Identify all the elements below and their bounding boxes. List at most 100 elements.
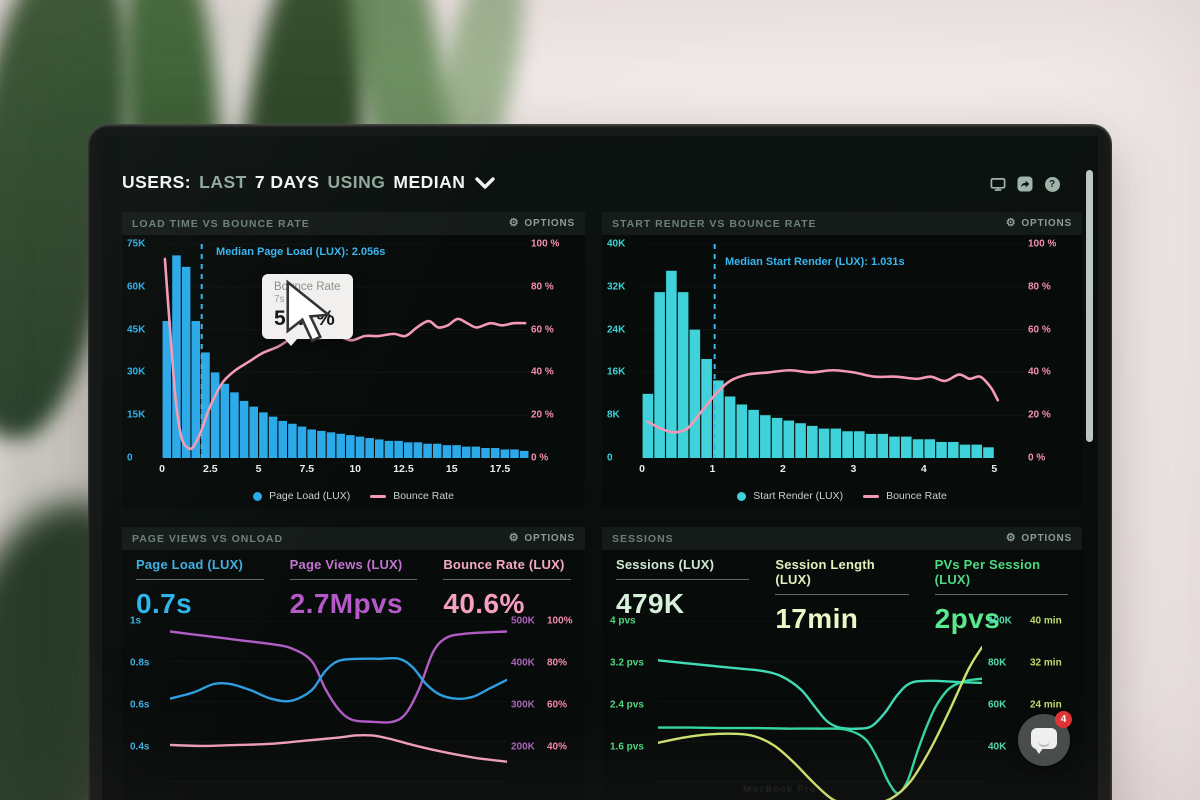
legend-label: Bounce Rate: [886, 490, 947, 502]
axis-tick-label: 80 %: [1028, 281, 1051, 293]
chat-widget-button[interactable]: 4: [1018, 711, 1072, 766]
gear-icon: ⚙: [508, 532, 520, 544]
options-button[interactable]: ⚙ OPTIONS: [509, 218, 575, 230]
title-segment: USERS:: [122, 172, 192, 192]
axis-tick-label: 0.8s: [130, 657, 150, 669]
options-button[interactable]: ⚙ OPTIONS: [508, 532, 575, 545]
y-axis-right-sessions: 100K 80K 60K 40K: [988, 616, 1026, 800]
axis-tick-label: 100 %: [531, 238, 560, 250]
title-segment: LAST: [199, 172, 247, 192]
axis-tick-label: 5: [991, 463, 998, 475]
metric-value: 17min: [775, 603, 859, 634]
axis-tick-label: 0.6s: [130, 699, 150, 711]
options-label: OPTIONS: [1021, 533, 1072, 544]
device-brand-label: MacBook Pro: [743, 784, 817, 795]
chart-plot-area[interactable]: [170, 621, 507, 800]
axis-tick-label: 45K: [127, 324, 146, 336]
metric-value: 2.7Mpvs: [289, 588, 403, 619]
axis-tick-label: 0 %: [531, 452, 549, 464]
panel-title: LOAD TIME VS BOUNCE RATE: [132, 217, 310, 230]
y-axis-right-views: 500K 400K 300K 200K: [511, 616, 545, 800]
chart-plot-area[interactable]: Median Start Render (LUX): 1.031s: [642, 244, 1026, 458]
panel-header: SESSIONS ⚙ OPTIONS: [602, 527, 1082, 550]
panel-title: PAGE VIEWS VS ONLOAD: [132, 532, 284, 545]
chart-plot-area[interactable]: Median Page Load (LUX): 2.056s Bounce Ra…: [162, 244, 529, 458]
options-label: OPTIONS: [524, 218, 575, 229]
metrics-row: Sessions (LUX) 479K Session Length (LUX) 17…: [616, 557, 1068, 635]
notification-badge: 4: [1055, 711, 1072, 728]
axis-tick-label: 2: [779, 463, 786, 475]
tooltip-x-value: 7s: [274, 294, 285, 305]
y-axis-left: 4 pvs 3.2 pvs 2.4 pvs 1.6 pvs: [610, 616, 656, 800]
axis-tick-label: 80 %: [531, 281, 554, 293]
axis-tick-label: 8K: [607, 409, 620, 421]
axis-tick-label: 7.5: [299, 463, 315, 475]
axis-tick-label: 75K: [127, 238, 146, 250]
axis-tick-label: 40K: [607, 238, 626, 250]
x-axis: 0 1 2 3 4 5: [639, 462, 1026, 476]
options-button[interactable]: ⚙ OPTIONS: [1006, 533, 1072, 545]
chart-plot-area[interactable]: [658, 621, 982, 800]
y-axis-left: 40K 32K 24K 16K 8K 0: [607, 239, 639, 464]
options-button[interactable]: ⚙ OPTIONS: [1006, 218, 1072, 230]
share-icon[interactable]: [1017, 176, 1033, 192]
median-annotation: Median Page Load (LUX): 2.056s: [216, 246, 386, 258]
axis-tick-label: 0: [639, 463, 645, 475]
axis-tick-label: 20 %: [1028, 409, 1051, 421]
help-icon[interactable]: ?: [1044, 176, 1060, 192]
options-label: OPTIONS: [1021, 218, 1072, 229]
axis-tick-label: 40%: [547, 741, 568, 753]
axis-tick-label: 80%: [547, 657, 568, 669]
axis-tick-label: 0 %: [1028, 452, 1046, 464]
axis-tick-label: 10: [349, 463, 361, 475]
metrics-row: Page Load (LUX) 0.7s Page Views (LUX) 2.7Mp…: [136, 557, 572, 620]
panel-header: PAGE VIEWS VS ONLOAD ⚙ OPTIONS: [122, 527, 585, 550]
scrollbar[interactable]: [1086, 170, 1093, 442]
axis-tick-label: 15: [445, 463, 458, 475]
metric: Page Views (LUX) 2.7Mpvs: [289, 557, 418, 620]
axis-tick-label: 3.2 pvs: [610, 657, 644, 669]
y-axis-right-length: 40 min 32 min 24 min: [1030, 616, 1078, 800]
legend-marker: [253, 491, 263, 501]
axis-tick-label: 40 %: [531, 366, 554, 378]
axis-tick-label: 24K: [607, 324, 626, 336]
panel-sessions: SESSIONS ⚙ OPTIONS Sessions (LUX) 479K Sess…: [602, 527, 1082, 800]
legend-label: Page Load (LUX): [269, 490, 351, 502]
axis-tick-label: 16K: [607, 366, 626, 378]
metric: Page Load (LUX) 0.7s: [136, 557, 264, 620]
panel-title: START RENDER VS BOUNCE RATE: [612, 217, 817, 230]
axis-tick-label: 400K: [511, 657, 535, 669]
metric: Sessions (LUX) 479K: [616, 557, 750, 635]
axis-tick-label: 0.4s: [130, 741, 150, 753]
display-icon[interactable]: [990, 176, 1006, 192]
axis-tick-label: 500K: [511, 615, 535, 627]
chat-bubble-icon: [1031, 728, 1057, 754]
laptop: USERS: LAST 7 DAYS USING MEDIAN ?: [88, 124, 1112, 800]
axis-tick-label: 4: [920, 463, 927, 475]
median-annotation: Median Start Render (LUX): 1.031s: [724, 256, 905, 268]
title-segment: MEDIAN: [393, 172, 466, 192]
axis-tick-label: 0: [159, 463, 165, 475]
chart-legend: Page Load (LUX) Bounce Rate: [122, 490, 585, 502]
axis-tick-label: 2.4 pvs: [610, 699, 644, 711]
title-segment: 7 DAYS: [254, 172, 320, 192]
axis-tick-label: 100K: [988, 615, 1012, 627]
metric: PVs Per Session (LUX) 2pvs: [934, 557, 1068, 635]
line-chart-canvas: [658, 621, 982, 800]
dashboard-title-dropdown[interactable]: USERS: LAST 7 DAYS USING MEDIAN: [122, 172, 496, 193]
metric-label: Bounce Rate (LUX): [443, 557, 572, 580]
legend-marker: [737, 491, 747, 501]
title-segment: USING: [327, 172, 386, 192]
y-axis-left: 1s 0.8s 0.6s 0.4s: [130, 616, 168, 800]
y-axis-left: 75K 60K 45K 30K 15K 0: [127, 239, 159, 464]
axis-tick-label: 1s: [130, 615, 142, 627]
axis-tick-label: 32 min: [1030, 657, 1062, 669]
panel-start-render: START RENDER VS BOUNCE RATE ⚙ OPTIONS 40K…: [602, 212, 1082, 508]
axis-tick-label: 20 %: [531, 409, 554, 421]
axis-tick-label: 1: [709, 463, 716, 475]
metric-value: 479K: [616, 588, 685, 619]
axis-tick-label: 200K: [511, 741, 535, 753]
panel-page-views: PAGE VIEWS VS ONLOAD ⚙ OPTIONS Page Load …: [122, 527, 585, 800]
axis-tick-label: 60K: [988, 699, 1007, 711]
